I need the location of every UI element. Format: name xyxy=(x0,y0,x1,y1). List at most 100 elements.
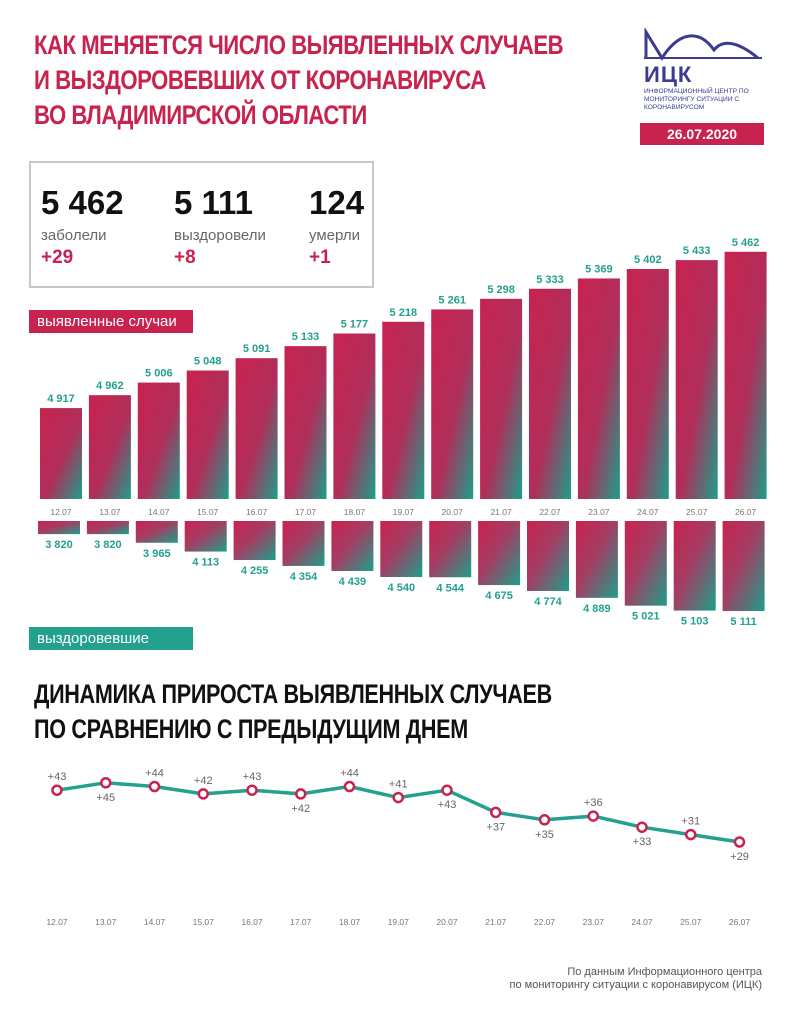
x-tick-label: 15.07 xyxy=(197,507,219,517)
recovered-value-label: 5 021 xyxy=(632,611,660,623)
growth-value-label: +43 xyxy=(438,799,457,811)
growth-point xyxy=(148,780,161,793)
title-line-3: ВО ВЛАДИМИРСКОЙ ОБЛАСТИ xyxy=(34,100,367,130)
recovered-bar xyxy=(380,521,423,578)
recovered-value-label: 4 774 xyxy=(534,596,562,608)
recovered-bar xyxy=(575,521,618,598)
growth-value-label: +42 xyxy=(291,803,310,815)
x-tick-label: 16.07 xyxy=(241,917,263,927)
recovered-value-label: 3 965 xyxy=(143,548,171,560)
logo-mark-icon xyxy=(644,28,762,61)
growth-value-label: +45 xyxy=(96,792,115,804)
recovered-value-label: 4 354 xyxy=(290,571,318,583)
growth-value-label: +43 xyxy=(243,771,262,783)
growth-point xyxy=(441,784,453,796)
growth-value-label: +43 xyxy=(48,771,67,783)
recovered-bar xyxy=(135,521,178,543)
footer-line-1: По данным Информационного центра xyxy=(567,966,762,978)
growth-point xyxy=(636,821,648,833)
cases-value-label: 5 462 xyxy=(732,237,760,249)
cases-value-label: 5 261 xyxy=(438,294,466,306)
cases-bar xyxy=(40,408,82,499)
x-tick-label: 22.07 xyxy=(534,917,556,927)
title-line-1: КАК МЕНЯЕТСЯ ЧИСЛО ВЫЯВЛЕННЫХ СЛУЧАЕВ xyxy=(34,30,564,60)
stat-recovered-value: 5 111 xyxy=(174,184,253,221)
cases-bar xyxy=(431,309,474,499)
x-tick-label: 21.07 xyxy=(490,507,512,517)
growth-value-label: +37 xyxy=(486,821,505,833)
logo: ИЦК ИНФОРМАЦИОННЫЙ ЦЕНТР ПО МОНИТОРИНГУ … xyxy=(640,28,764,111)
cases-value-label: 5 133 xyxy=(292,331,320,343)
growth-point xyxy=(343,780,356,793)
section-2-line-2: ПО СРАВНЕНИЮ С ПРЕДЫДУЩИМ ДНЕМ xyxy=(34,714,468,744)
recovered-value-label: 4 113 xyxy=(192,557,219,569)
page-title: КАК МЕНЯЕТСЯ ЧИСЛО ВЫЯВЛЕННЫХ СЛУЧАЕВ И … xyxy=(34,28,594,133)
cases-value-label: 5 369 xyxy=(585,263,613,275)
cases-bar xyxy=(626,268,669,499)
growth-value-label: +33 xyxy=(633,836,652,848)
x-tick-label: 18.07 xyxy=(339,917,361,927)
recovered-bar xyxy=(38,521,80,535)
stat-cases-label: заболели xyxy=(41,227,107,244)
growth-point xyxy=(246,784,258,796)
cases-bar xyxy=(529,288,571,499)
stat-deaths-label: умерли xyxy=(309,227,360,244)
x-tick-label: 16.07 xyxy=(246,507,268,517)
growth-point xyxy=(587,810,599,822)
cases-value-label: 5 218 xyxy=(390,307,418,319)
cases-bar xyxy=(235,358,278,499)
cases-bar xyxy=(480,298,523,499)
cases-bar xyxy=(675,260,718,499)
recovered-value-label: 3 820 xyxy=(45,539,73,551)
cases-value-label: 5 402 xyxy=(634,254,662,266)
x-tick-label: 24.07 xyxy=(631,917,653,927)
growth-point xyxy=(392,791,404,804)
cases-bar xyxy=(186,370,229,499)
growth-point xyxy=(538,814,551,826)
cases-value-label: 5 298 xyxy=(487,284,515,296)
recovered-bar xyxy=(184,521,227,552)
x-tick-label: 25.07 xyxy=(680,917,702,927)
growth-point xyxy=(685,828,697,841)
growth-point xyxy=(490,806,502,819)
x-tick-label: 24.07 xyxy=(637,507,659,517)
recovered-bar-chart: 3 820 3 820 3 965 4 113 4 255 4 354 4 439 4 540… xyxy=(38,521,765,628)
recovered-value-label: 4 675 xyxy=(485,590,513,602)
recovered-value-label: 5 103 xyxy=(681,616,709,628)
footer-line-2: по мониторингу ситуации с коронавирусом … xyxy=(509,979,762,991)
recovered-bar xyxy=(527,521,569,591)
growth-value-label: +36 xyxy=(584,797,603,809)
x-tick-label: 26.07 xyxy=(735,507,757,517)
summary-box: 5 462 заболели +29 5 111 выздоровели +8 … xyxy=(29,161,374,288)
section-2-title: ДИНАМИКА ПРИРОСТА ВЫЯВЛЕННЫХ СЛУЧАЕВ ПО … xyxy=(34,677,681,747)
logo-org-name: ИНФОРМАЦИОННЫЙ ЦЕНТР ПО МОНИТОРИНГУ СИТУ… xyxy=(644,88,749,111)
x-tick-label: 14.07 xyxy=(144,917,166,927)
growth-value-label: +41 xyxy=(389,779,408,791)
recovered-bar xyxy=(673,521,716,611)
recovered-value-label: 4 889 xyxy=(583,603,611,615)
x-tick-label: 14.07 xyxy=(148,507,170,517)
cases-value-label: 5 006 xyxy=(145,368,173,380)
x-tick-label: 18.07 xyxy=(344,507,366,517)
growth-value-label: +44 xyxy=(145,768,164,780)
cases-value-label: 5 091 xyxy=(243,343,271,355)
growth-value-label: +42 xyxy=(194,775,213,787)
recovered-value-label: 4 255 xyxy=(241,565,269,577)
recovered-value-label: 4 544 xyxy=(436,582,464,594)
cases-value-label: 4 962 xyxy=(96,380,124,392)
cases-value-label: 5 333 xyxy=(536,274,564,286)
x-tick-label: 12.07 xyxy=(46,917,68,927)
x-tick-label: 20.07 xyxy=(442,507,464,517)
stat-recovered-label: выздоровели xyxy=(174,227,266,244)
stat-recovered: 5 111 выздоровели +8 xyxy=(174,185,266,269)
x-tick-label: 13.07 xyxy=(95,917,117,927)
cases-value-label: 5 177 xyxy=(341,319,369,331)
cases-bar xyxy=(724,251,767,499)
cases-bar xyxy=(333,333,376,499)
recovered-tag: выздоровевшие xyxy=(29,627,193,650)
growth-value-label: +31 xyxy=(681,816,700,828)
stat-recovered-delta: +8 xyxy=(174,247,196,268)
x-tick-label: 19.07 xyxy=(393,507,415,517)
growth-point xyxy=(295,788,307,800)
